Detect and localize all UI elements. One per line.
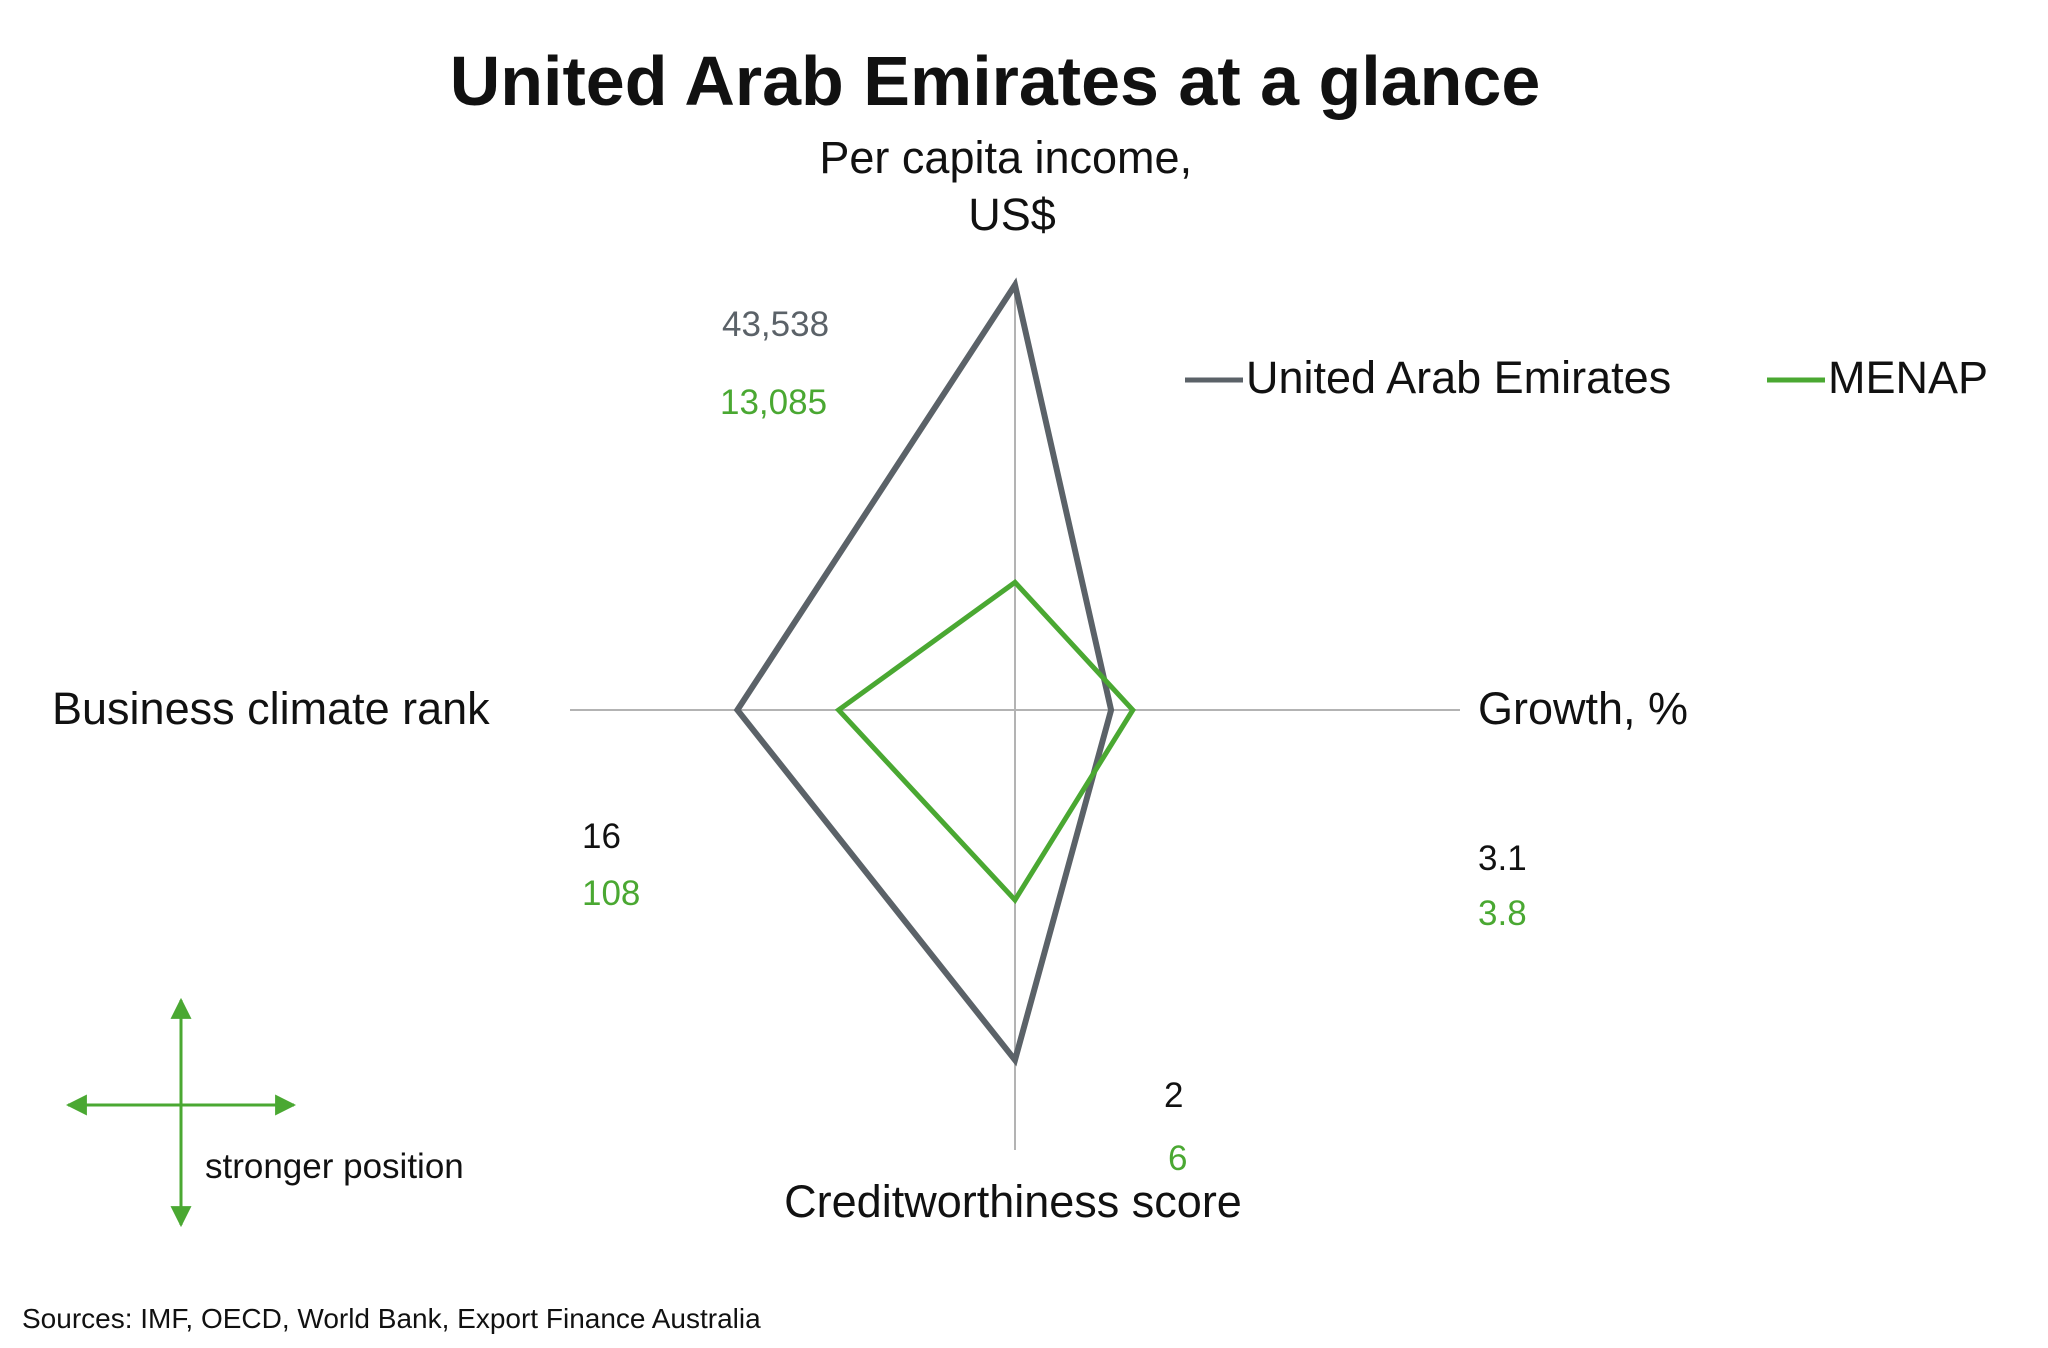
axes-group <box>570 280 1460 1150</box>
value-label-growth-uae: 3.1 <box>1478 839 1527 878</box>
value-label-credit-uae: 2 <box>1164 1076 1183 1115</box>
value-label-business-menap: 108 <box>582 874 640 913</box>
axis-label-income-line2: US$ <box>968 189 1056 240</box>
value-label-income-uae: 43,538 <box>722 305 829 344</box>
series-polygon-uae <box>733 277 1115 1067</box>
legend-label-menap: MENAP <box>1828 352 1988 403</box>
series-polygon-menap <box>834 578 1136 905</box>
value-labels: 43,538 13,085 16 108 3.1 3.8 2 6 <box>582 305 1527 1178</box>
value-label-income-menap: 13,085 <box>720 383 827 422</box>
axis-label-growth: Growth, % <box>1478 683 1688 734</box>
axis-label-income-line1: Per capita income, <box>819 132 1192 183</box>
value-label-business-uae: 16 <box>582 817 621 856</box>
axis-label-credit: Creditworthiness score <box>784 1176 1242 1227</box>
strength-note: stronger position <box>205 1147 464 1186</box>
value-label-credit-menap: 6 <box>1168 1139 1187 1178</box>
axis-label-income: Per capita income, US$ <box>819 132 1204 240</box>
chart-title: United Arab Emirates at a glance <box>450 42 1541 120</box>
legend: United Arab Emirates MENAP <box>1185 352 1988 403</box>
source-note: Sources: IMF, OECD, World Bank, Export F… <box>22 1303 761 1334</box>
legend-label-uae: United Arab Emirates <box>1246 352 1671 403</box>
axis-label-business: Business climate rank <box>52 683 490 734</box>
strength-indicator: stronger position <box>65 997 464 1228</box>
value-label-growth-menap: 3.8 <box>1478 894 1527 933</box>
